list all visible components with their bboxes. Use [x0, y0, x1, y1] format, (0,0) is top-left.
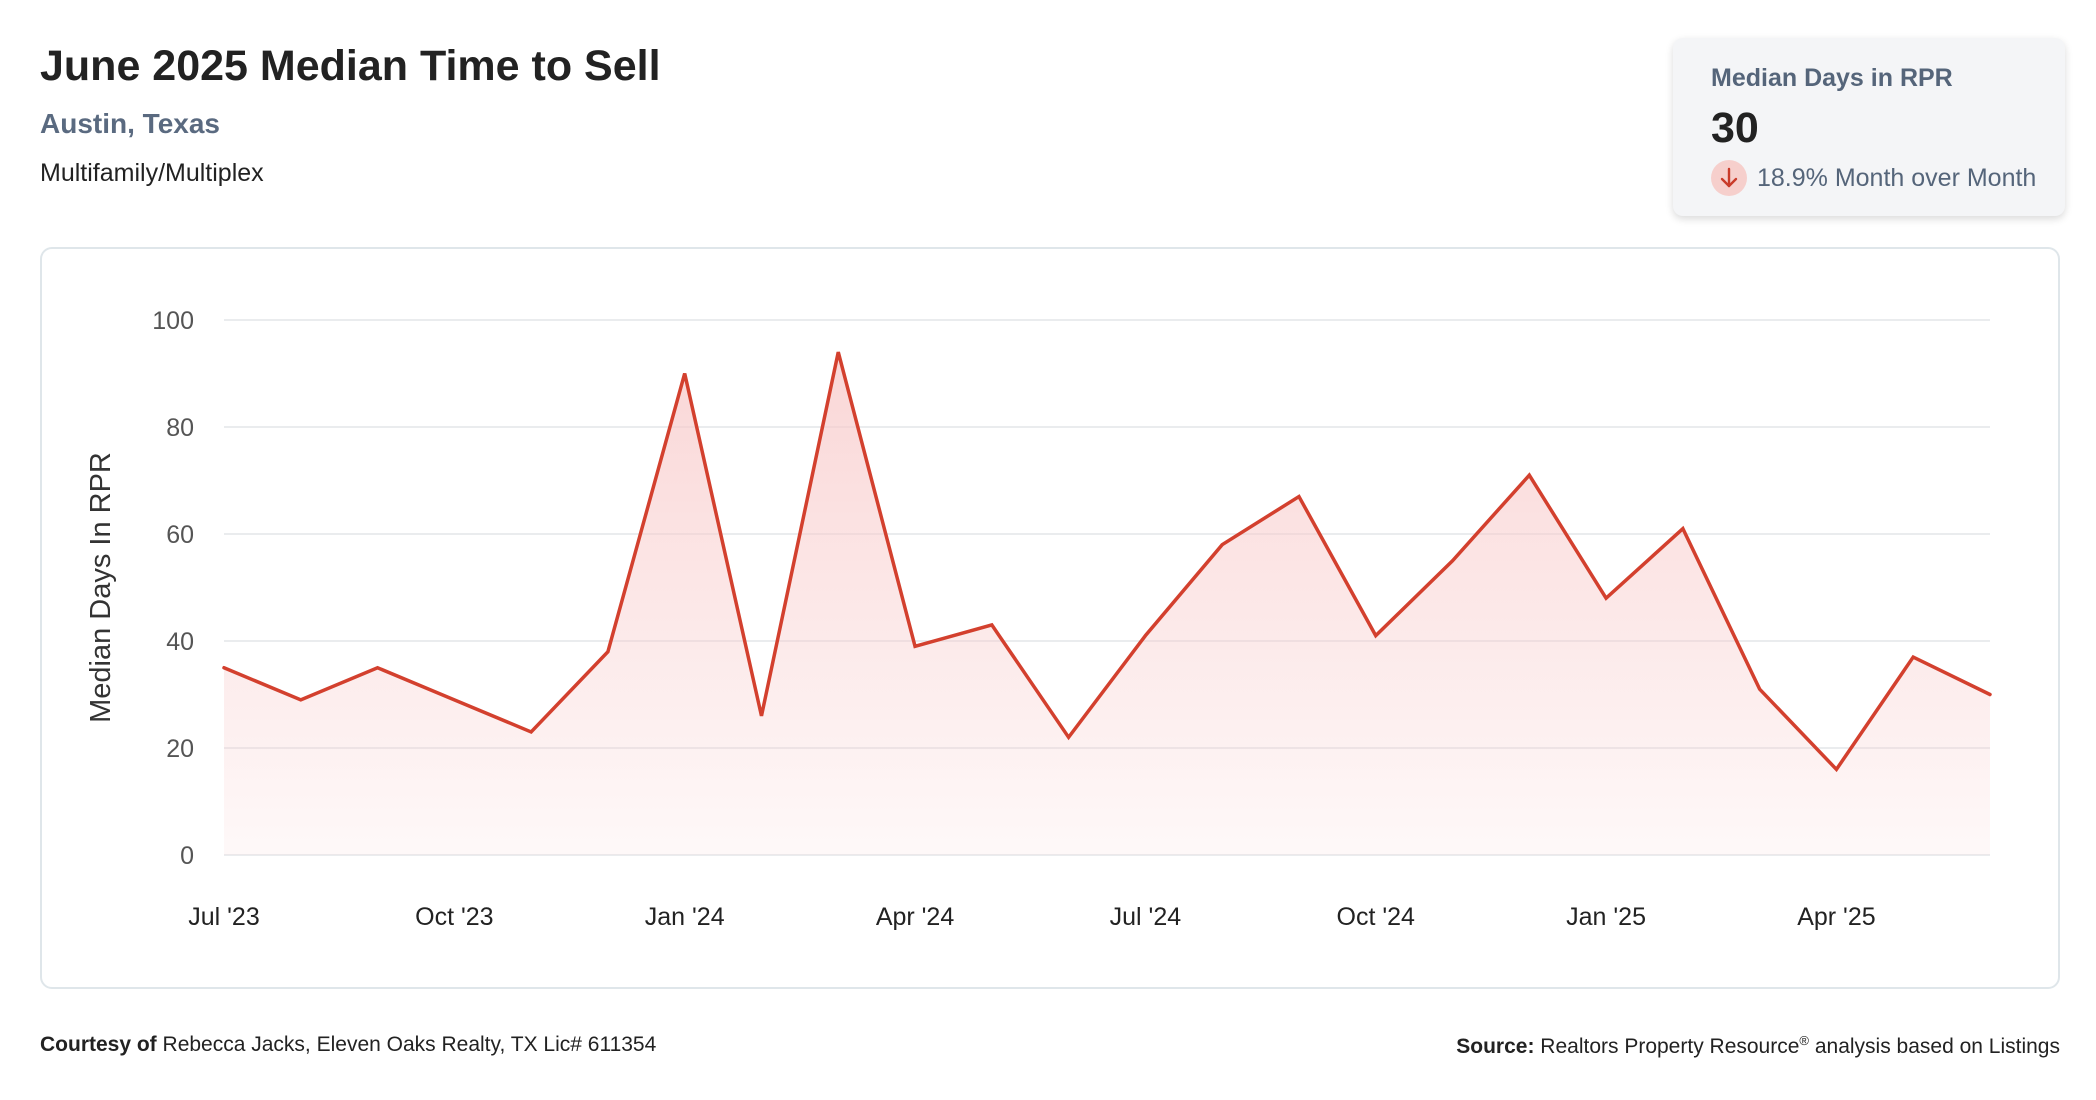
- area-fill: [224, 352, 1990, 855]
- x-tick-label: Jan '25: [1566, 903, 1646, 931]
- registered-mark: ®: [1799, 1033, 1809, 1048]
- x-tick-label: Jul '23: [188, 903, 259, 931]
- courtesy-label: Courtesy of: [40, 1033, 157, 1056]
- x-tick-label: Jul '24: [1110, 903, 1182, 931]
- source-footer: Source: Realtors Property Resource® anal…: [1456, 1033, 2060, 1059]
- y-axis-label: Median Days In RPR: [85, 452, 117, 723]
- x-tick-label: Oct '23: [415, 903, 493, 931]
- source-text: Realtors Property Resource: [1540, 1035, 1800, 1058]
- chart-panel: 0 20 40 60 80 100 Median Days In RPR Jul '23 Oct…: [40, 247, 2060, 989]
- courtesy-text: Rebecca Jacks, Eleven Oaks Realty, TX Li…: [162, 1033, 657, 1056]
- y-tick-label: 40: [166, 628, 194, 656]
- stat-change-text: 18.9% Month over Month: [1757, 163, 2037, 192]
- x-tick-label: Jan '24: [645, 903, 725, 931]
- source-label: Source:: [1456, 1035, 1535, 1058]
- summary-stat-card: Median Days in RPR 30 18.9% Month over M…: [1673, 38, 2065, 216]
- stat-value: 30: [1711, 104, 1759, 152]
- y-tick-label: 100: [152, 307, 194, 335]
- location-subtitle: Austin, Texas: [40, 108, 220, 139]
- y-tick-label: 80: [166, 414, 194, 442]
- y-tick-label: 60: [166, 521, 194, 549]
- arrow-down-icon: [1711, 160, 1747, 196]
- y-tick-label: 20: [166, 735, 194, 763]
- x-tick-label: Apr '25: [1797, 903, 1875, 931]
- courtesy-footer: Courtesy of Rebecca Jacks, Eleven Oaks R…: [40, 1033, 656, 1057]
- y-tick-label: 0: [180, 842, 194, 870]
- stat-change: 18.9% Month over Month: [1711, 160, 2036, 196]
- page-title: June 2025 Median Time to Sell: [40, 42, 661, 90]
- x-tick-label: Apr '24: [876, 903, 955, 931]
- line-chart: 0 20 40 60 80 100 Median Days In RPR Jul '23 Oct…: [85, 307, 1992, 931]
- x-tick-label: Oct '24: [1337, 903, 1416, 931]
- property-type-label: Multifamily/Multiplex: [40, 159, 264, 187]
- stat-label: Median Days in RPR: [1711, 64, 1953, 92]
- source-text-suffix: analysis based on Listings: [1809, 1035, 2060, 1058]
- series-line: [222, 351, 1992, 773]
